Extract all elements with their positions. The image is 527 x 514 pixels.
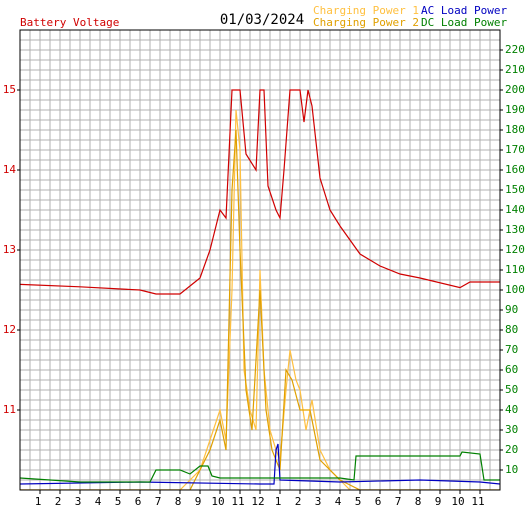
series-line xyxy=(20,89,500,295)
x-tick-label: 3 xyxy=(75,495,82,508)
y2-tick-label: 120 xyxy=(505,243,525,256)
y2-tick-label: 150 xyxy=(505,183,525,196)
y2-tick-label: 160 xyxy=(505,163,525,176)
y2-tick-label: 10 xyxy=(505,463,518,476)
y2-tick-label: 220 xyxy=(505,43,525,56)
series-line xyxy=(20,129,500,490)
series-line xyxy=(20,443,500,485)
y2-tick-label: 210 xyxy=(505,63,525,76)
y2-tick-label: 30 xyxy=(505,423,518,436)
x-tick-label: 10 xyxy=(451,495,464,508)
x-tick-label: 8 xyxy=(175,495,182,508)
plot-lines xyxy=(20,89,500,490)
y-tick-label: 14 xyxy=(3,163,17,176)
x-tick-label: 7 xyxy=(155,495,162,508)
x-tick-label: 12 xyxy=(251,495,264,508)
x-tick-label: 4 xyxy=(95,495,102,508)
y2-tick-label: 200 xyxy=(505,83,525,96)
x-tick-label: 10 xyxy=(211,495,224,508)
y2-tick-label: 40 xyxy=(505,403,518,416)
x-tick-label: 1 xyxy=(35,495,42,508)
x-tick-label: 8 xyxy=(415,495,422,508)
x-tick-label: 7 xyxy=(395,495,402,508)
y2-tick-label: 170 xyxy=(505,143,525,156)
y2-tick-label: 110 xyxy=(505,263,525,276)
y-tick-label: 12 xyxy=(3,323,16,336)
y-tick-label: 15 xyxy=(3,83,16,96)
y-tick-label: 11 xyxy=(3,403,16,416)
x-tick-label: 3 xyxy=(315,495,322,508)
y2-tick-label: 20 xyxy=(505,443,518,456)
y2-tick-label: 60 xyxy=(505,363,518,376)
x-tick-label: 11 xyxy=(231,495,244,508)
chart-title: 01/03/2024 xyxy=(220,12,304,28)
series-line xyxy=(20,109,500,490)
x-tick-label: 9 xyxy=(195,495,202,508)
x-tick-label: 2 xyxy=(295,495,302,508)
left-axis-title: Battery Voltage xyxy=(20,16,119,29)
x-tick-label: 2 xyxy=(55,495,62,508)
y2-tick-label: 70 xyxy=(505,343,518,356)
legend-label: Charging Power 2 xyxy=(313,16,419,29)
legend-label: AC Load Power xyxy=(421,4,507,17)
y2-tick-label: 80 xyxy=(505,323,518,336)
x-tick-label: 1 xyxy=(275,495,282,508)
y-tick-label: 13 xyxy=(3,243,16,256)
y2-tick-label: 90 xyxy=(505,303,518,316)
plot-frame xyxy=(19,29,501,491)
x-tick-label: 11 xyxy=(471,495,484,508)
series-line xyxy=(20,451,500,483)
y2-tick-label: 100 xyxy=(505,283,525,296)
y2-tick-label: 50 xyxy=(505,383,518,396)
y2-tick-label: 190 xyxy=(505,103,525,116)
x-tick-label: 9 xyxy=(435,495,442,508)
y2-tick-label: 130 xyxy=(505,223,525,236)
legend-label: DC Load Power xyxy=(421,16,507,29)
x-tick-label: 5 xyxy=(355,495,362,508)
legend-label: Charging Power 1 xyxy=(313,4,419,17)
y2-tick-label: 140 xyxy=(505,203,525,216)
y2-tick-label: 180 xyxy=(505,123,525,136)
x-tick-label: 6 xyxy=(375,495,382,508)
x-tick-label: 5 xyxy=(115,495,122,508)
x-tick-label: 4 xyxy=(335,495,342,508)
x-tick-label: 6 xyxy=(135,495,142,508)
